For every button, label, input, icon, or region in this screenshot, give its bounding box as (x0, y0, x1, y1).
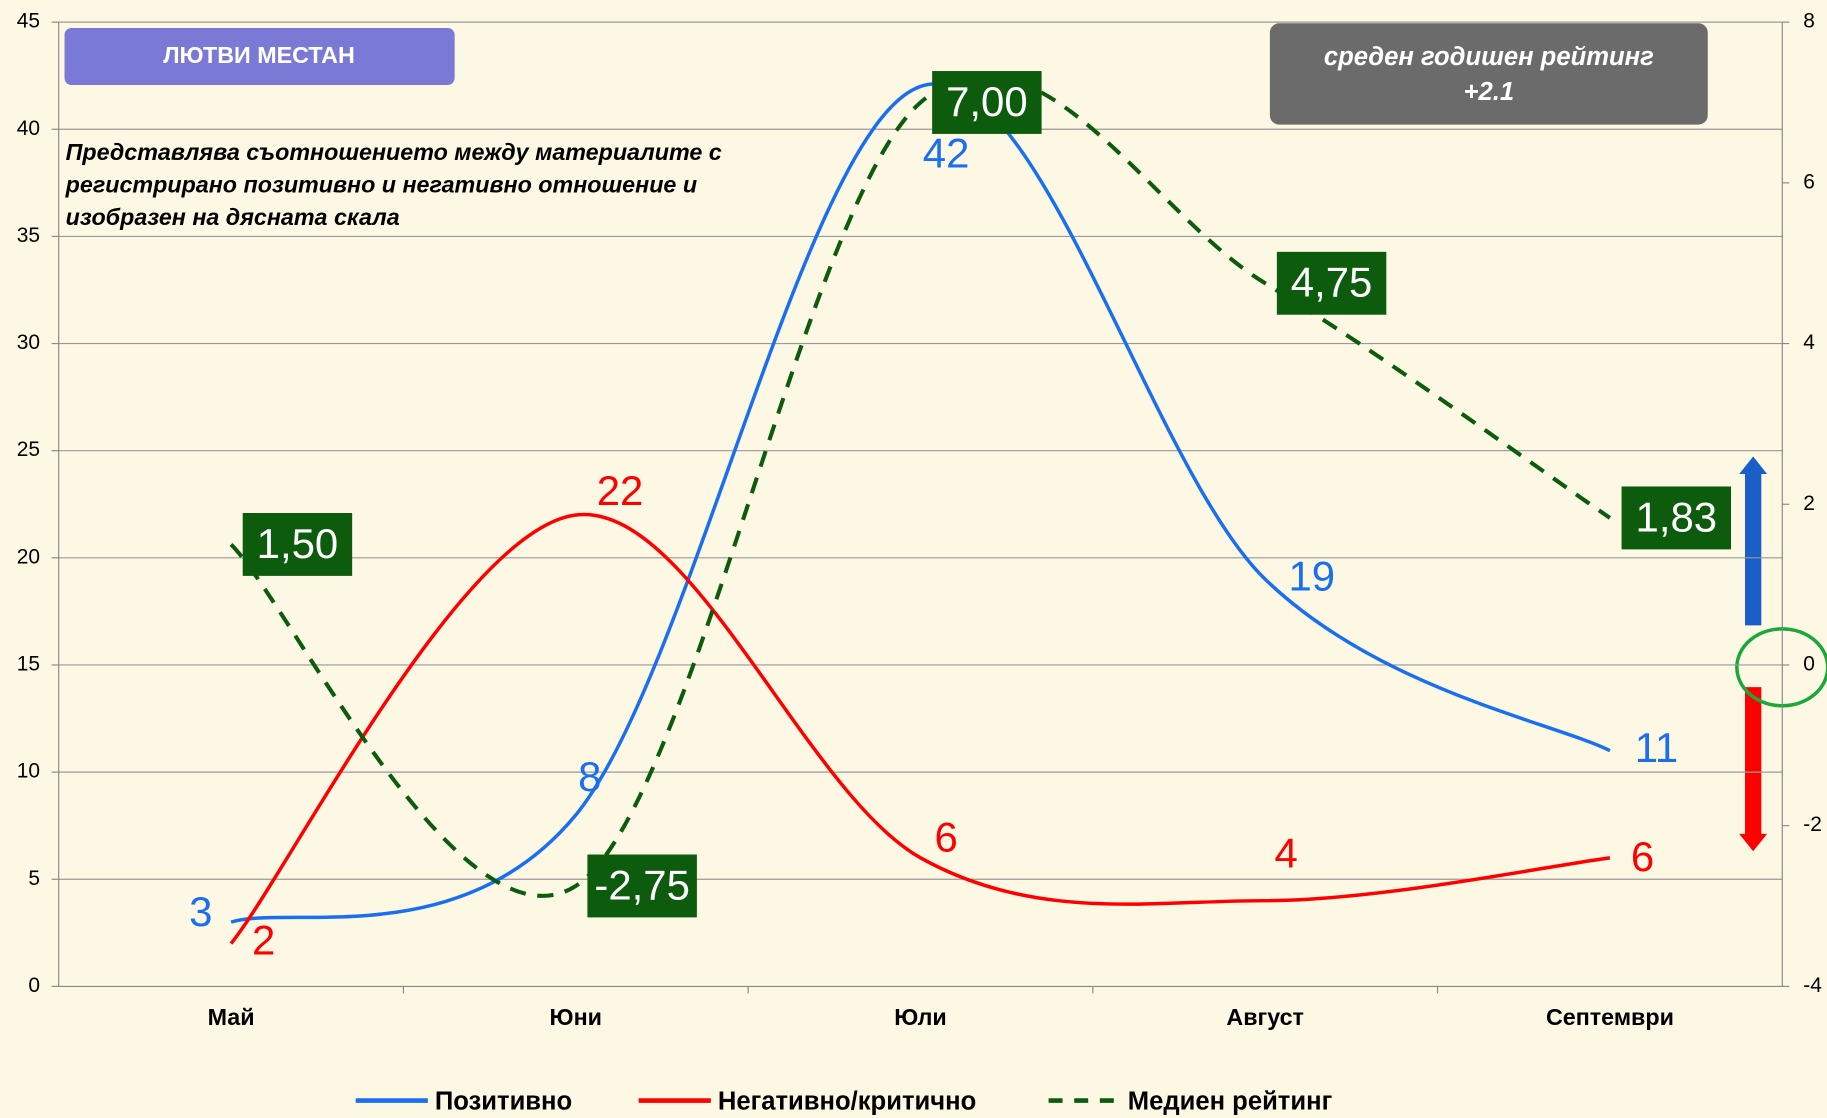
value-label: 11 (1635, 724, 1679, 771)
y-tick-label: 45 (17, 10, 40, 33)
x-tick-label: Септември (1546, 1004, 1674, 1030)
x-tick-label: Август (1226, 1004, 1304, 1030)
value-label: 42 (923, 129, 970, 176)
line-series (230, 82, 1611, 924)
value-label: 3 (189, 888, 212, 935)
y-tick-label: 10 (17, 760, 40, 783)
value-label: 4,75 (1291, 259, 1373, 306)
y2-tick-label: 0 (1803, 653, 1815, 676)
annotation: Представлява съотношението между материа… (66, 139, 722, 165)
down-arrow-head (1739, 833, 1768, 852)
y2-tick-label: 2 (1803, 492, 1815, 515)
y2-tick-label: 6 (1803, 170, 1815, 193)
value-label: 22 (597, 467, 644, 514)
value-label-box (242, 512, 353, 576)
value-label-box (1621, 486, 1732, 550)
value-label: 1,83 (1636, 493, 1718, 540)
summary-text: +2.1 (1464, 78, 1515, 106)
y-tick-label: 30 (17, 331, 40, 354)
y2-tick-label: 4 (1803, 331, 1815, 354)
value-label: -2,75 (594, 861, 690, 908)
y-tick-label: 25 (17, 438, 40, 461)
x-tick-label: Юли (894, 1004, 947, 1030)
value-label: 6 (934, 813, 957, 860)
summary-box (1269, 23, 1708, 125)
value-label-box (932, 71, 1042, 134)
y-tick-label: 40 (17, 117, 40, 140)
value-label: 8 (578, 753, 601, 800)
up-arrow-head (1739, 456, 1768, 474)
y-tick-label: 5 (28, 867, 40, 890)
y-tick-label: 20 (17, 545, 40, 568)
legend-label: Позитивно (435, 1088, 572, 1116)
y2-tick-label: -4 (1803, 974, 1822, 997)
value-label: 7,00 (946, 78, 1028, 125)
legend-label: Медиен рейтинг (1128, 1088, 1332, 1116)
value-label: 19 (1288, 552, 1335, 599)
legend-label: Негативно/критично (718, 1088, 976, 1116)
value-label-box (587, 854, 697, 918)
y-tick-label: 0 (28, 974, 40, 997)
y-tick-label: 15 (17, 653, 40, 676)
value-label: 4 (1275, 830, 1298, 877)
line-series (229, 73, 1612, 898)
title-box (64, 27, 455, 86)
y2-tick-label: 8 (1803, 10, 1815, 33)
value-label: 1,50 (257, 520, 339, 567)
annotation: регистрирано позитивно и негативно отнош… (65, 171, 697, 197)
value-label: 2 (252, 917, 275, 964)
chart-title: ЛЮТВИ МЕСТАН (163, 42, 355, 68)
annotation: изобразен на дясната скала (66, 204, 400, 230)
x-tick-label: Юни (550, 1004, 602, 1030)
line-series (229, 513, 1611, 945)
x-tick-label: Май (208, 1004, 255, 1030)
y2-tick-label: -2 (1803, 813, 1822, 836)
value-label: 6 (1631, 833, 1654, 880)
summary-text: среден годишен рейтинг (1324, 43, 1654, 71)
value-label-box (1276, 251, 1387, 315)
decor (1735, 456, 1827, 852)
y-tick-label: 35 (17, 224, 40, 247)
